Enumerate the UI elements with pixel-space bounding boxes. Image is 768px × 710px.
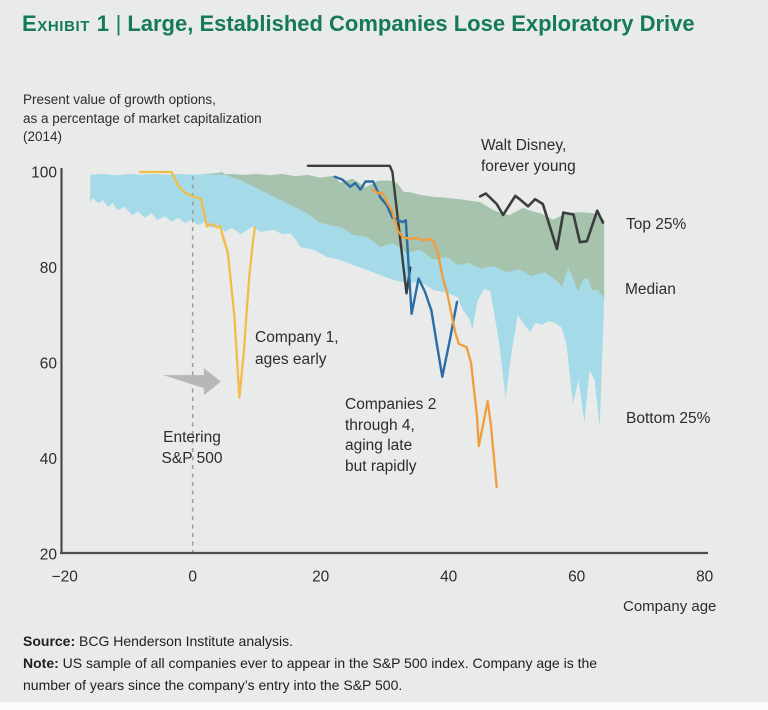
y-tick-label: 20 bbox=[40, 547, 58, 564]
x-tick-label: 0 bbox=[188, 569, 197, 586]
entering-arrow-icon bbox=[163, 368, 221, 396]
source-label: Source: bbox=[23, 633, 76, 649]
source-text: BCG Henderson Institute analysis. bbox=[79, 633, 294, 649]
subtitle-line: Present value of growth options, bbox=[23, 92, 216, 107]
x-tick-label: 40 bbox=[440, 569, 458, 586]
chart-footer: Source: BCG Henderson Institute analysis… bbox=[23, 630, 753, 696]
y-tick-label: 100 bbox=[31, 165, 57, 182]
y-tick-label: 80 bbox=[40, 260, 58, 277]
note-line: Note: US sample of all companies ever to… bbox=[23, 652, 753, 696]
annotation-line: Entering bbox=[163, 429, 221, 446]
title-text: Large, Established Companies Lose Explor… bbox=[127, 11, 695, 36]
annotation-entering-sp500: Entering S&P 500 bbox=[146, 427, 238, 469]
y-tick-label: 40 bbox=[40, 451, 58, 468]
annotation-line: S&P 500 bbox=[161, 450, 223, 467]
note-label: Note: bbox=[23, 655, 59, 671]
annotation-company-1: Company 1, ages early bbox=[255, 327, 339, 371]
annotation-line: Company 1, bbox=[255, 329, 339, 346]
exhibit-label: Exhibit 1 bbox=[22, 11, 110, 36]
annotation-companies-2-4: Companies 2 through 4, aging late but ra… bbox=[345, 395, 436, 477]
annotation-line: aging late bbox=[345, 437, 413, 454]
y-tick-label: 60 bbox=[40, 356, 58, 373]
line-company-4 bbox=[306, 164, 412, 295]
line-walt-disney bbox=[478, 192, 605, 251]
annotation-line: ages early bbox=[255, 351, 327, 368]
page-title: Exhibit 1 | Large, Established Companies L… bbox=[22, 8, 732, 40]
bottom-strip bbox=[0, 702, 768, 710]
subtitle-line: as a percentage of market capitalization bbox=[23, 110, 262, 126]
subtitle-line: (2014) bbox=[23, 129, 63, 144]
annotation-line: Walt Disney, bbox=[481, 137, 567, 154]
source-line: Source: BCG Henderson Institute analysis… bbox=[23, 630, 753, 652]
annotation-line: but rapidly bbox=[345, 457, 417, 475]
line-company-3 bbox=[370, 188, 498, 489]
x-axis-title: Company age bbox=[623, 598, 717, 615]
x-tick-label: 20 bbox=[312, 569, 330, 586]
band-label-top25: Top 25% bbox=[626, 216, 687, 233]
x-tick-label: 60 bbox=[568, 569, 586, 586]
title-separator: | bbox=[115, 11, 122, 36]
annotation-line: through 4, bbox=[345, 416, 415, 434]
band-label-bottom25: Bottom 25% bbox=[626, 410, 711, 427]
x-tick-label: 80 bbox=[696, 569, 714, 586]
chart-subtitle: Present value of growth options, as a pe… bbox=[23, 91, 262, 147]
annotation-line: Companies 2 bbox=[345, 396, 437, 413]
band-median-to-bottom25 bbox=[90, 172, 605, 428]
annotation-walt-disney: Walt Disney, forever young bbox=[481, 136, 576, 177]
band-top25-to-median bbox=[90, 172, 605, 299]
x-tick-label: −20 bbox=[52, 569, 79, 586]
note-text: number of years since the company’s entr… bbox=[23, 677, 403, 693]
line-company-1 bbox=[139, 170, 256, 399]
note-text: US sample of all companies ever to appea… bbox=[62, 655, 598, 671]
annotation-line: forever young bbox=[481, 157, 576, 175]
line-company-2 bbox=[333, 175, 459, 378]
band-label-median: Median bbox=[625, 281, 676, 298]
